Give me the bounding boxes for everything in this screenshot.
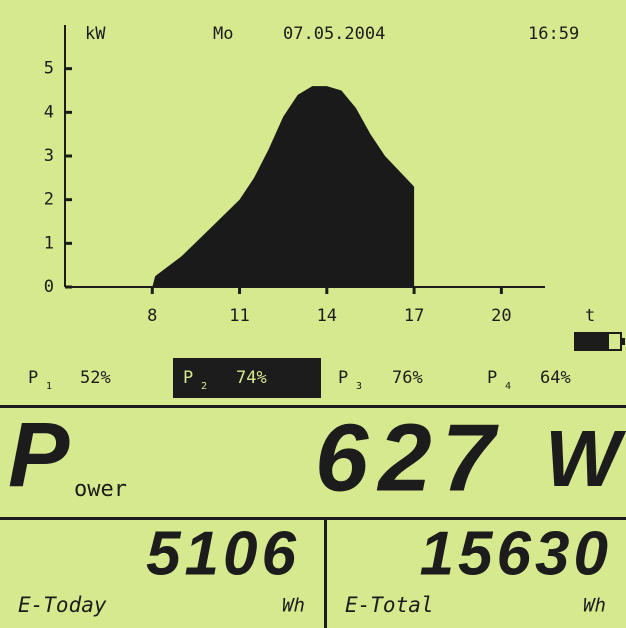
phase-name: P (338, 368, 348, 388)
energy-label: E-Today (18, 593, 107, 617)
energy-label: E-Total (345, 593, 434, 617)
energy-value: 5106 (146, 519, 300, 588)
phase-index: 1 (46, 381, 52, 392)
x-tick-label: 17 (404, 306, 424, 326)
y-tick-label: 3 (44, 146, 54, 166)
time: 16:59 (528, 24, 579, 44)
energy-value: 15630 (420, 519, 612, 588)
date: 07.05.2004 (283, 24, 385, 44)
area (152, 86, 415, 287)
phase-name: P (28, 368, 38, 388)
phase-highlight (173, 358, 321, 398)
phase-index: 2 (201, 381, 207, 392)
x-axis-label: t (585, 306, 595, 326)
phase-name: P (487, 368, 497, 388)
phase-name: P (183, 368, 193, 388)
y-tick-label: 5 (44, 59, 54, 79)
phase-value: 64% (540, 368, 571, 388)
y-tick-label: 2 (44, 190, 54, 210)
divider (324, 517, 327, 628)
battery-icon (574, 332, 625, 351)
power-label: ower (74, 477, 127, 502)
y-tick-label: 0 (44, 277, 54, 297)
phase-value: 74% (236, 368, 267, 388)
phase-index: 4 (505, 381, 511, 392)
y-axis-label: kW (85, 24, 106, 44)
y-tick-label: 4 (44, 102, 54, 122)
divider (0, 517, 626, 520)
divider (0, 405, 626, 408)
energy-unit: Wh (583, 595, 606, 617)
weekday: Mo (213, 24, 233, 44)
phase-row: P 1 52% P 2 74% P 3 76% P 4 64% (28, 368, 571, 392)
phase-value: 52% (80, 368, 111, 388)
x-tick-label: 14 (317, 306, 337, 326)
power-unit: W (545, 414, 626, 503)
power-value: 627 (315, 404, 505, 511)
x-tick-label: 8 (147, 306, 157, 326)
x-tick-label: 11 (229, 306, 249, 326)
y-tick-label: 1 (44, 233, 54, 253)
phase-index: 3 (356, 381, 362, 392)
energy-unit: Wh (282, 595, 305, 617)
power-initial: P (8, 404, 70, 506)
x-tick-label: 20 (491, 306, 511, 326)
phase-value: 76% (392, 368, 423, 388)
